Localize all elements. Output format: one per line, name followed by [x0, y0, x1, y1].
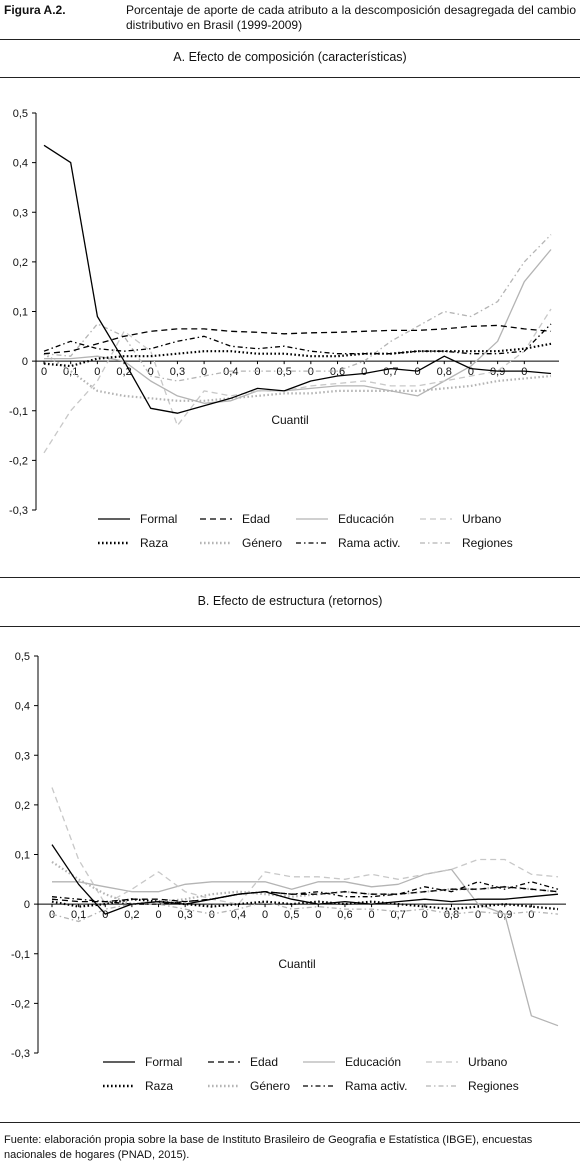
x-tick-label: 0,7	[391, 909, 406, 921]
y-tick-label: -0,3	[9, 505, 28, 517]
series-line-edad	[43, 324, 552, 355]
legend-label: Educación	[345, 1055, 401, 1069]
x-tick-label: 0,8	[444, 909, 459, 921]
series-line-urbano	[43, 308, 552, 454]
y-tick-label: -0,2	[9, 455, 28, 467]
x-tick-label: 0	[201, 366, 207, 378]
x-tick-label: 0	[422, 909, 428, 921]
panel-a-title-rule	[0, 77, 580, 78]
x-tick-label: 0,7	[383, 366, 398, 378]
series-line-educacion	[44, 249, 552, 404]
x-tick-label: 0	[361, 366, 367, 378]
y-tick-label: 0,1	[13, 307, 28, 319]
panel-a-title: A. Efecto de composición (característica…	[173, 50, 407, 64]
x-tick-label: 0	[148, 366, 154, 378]
x-tick-label: 0	[49, 909, 55, 921]
footer-rule	[0, 1122, 580, 1123]
x-tick-label: 0	[102, 909, 108, 921]
x-tick-label: 0,5	[277, 366, 292, 378]
y-tick-label: 0,3	[13, 207, 28, 219]
x-tick-label: 0,2	[116, 366, 131, 378]
series-line-formal	[43, 144, 552, 414]
legend-label: Género	[242, 536, 282, 550]
legend-label: Formal	[140, 512, 177, 526]
series-line-urbano	[51, 787, 559, 905]
legend-label: Urbano	[468, 1055, 508, 1069]
y-tick-label: 0,5	[13, 108, 28, 120]
x-tick-label: 0	[521, 366, 527, 378]
x-tick-label: 0	[475, 909, 481, 921]
legend-label: Raza	[140, 536, 168, 550]
x-tick-label: 0	[155, 909, 161, 921]
x-tick-label: 0	[94, 366, 100, 378]
y-tick-label: -0,3	[11, 1048, 30, 1060]
panel-b-chart: 0,5 0,4 0,3 0,2 0,1 0 -0,1 -0,2 -0,3 0 0,1 0 0,2 0 0,3…	[11, 651, 566, 1093]
legend-label: Regiones	[468, 1079, 519, 1093]
series-line-genero	[43, 352, 552, 402]
y-tick-label: 0,2	[13, 257, 28, 269]
y-tick-label: 0,5	[15, 651, 30, 663]
x-axis-title: Cuantil	[271, 413, 308, 427]
panel-b-title: B. Efecto de estructura (retornos)	[197, 594, 383, 608]
source-note: Fuente: elaboración propia sobre la base…	[4, 1134, 533, 1161]
legend-label: Edad	[250, 1055, 278, 1069]
x-tick-label: 0,8	[437, 366, 452, 378]
legend-label: Educación	[338, 512, 394, 526]
x-tick-label: 0	[528, 909, 534, 921]
x-tick-label: 0,6	[337, 909, 352, 921]
x-tick-label: 0	[415, 366, 421, 378]
x-axis-title: Cuantil	[278, 957, 315, 971]
legend-label: Formal	[145, 1055, 182, 1069]
panel-a-chart: 0,50,40,30,20,10-0,1-0,2-0,30 0,1 0 0,2 0 0,3…	[9, 108, 559, 550]
y-tick-label: 0,4	[13, 158, 28, 170]
legend-label: Raza	[145, 1079, 173, 1093]
panel-b-title-rule	[0, 626, 580, 627]
y-tick-label: 0,2	[15, 800, 30, 812]
y-tick-label: 0	[24, 899, 30, 911]
x-tick-label: 0	[369, 909, 375, 921]
x-tick-label: 0	[41, 366, 47, 378]
y-tick-label: -0,2	[11, 998, 30, 1010]
y-tick-label: 0,3	[15, 750, 30, 762]
y-tick-label: -0,1	[9, 406, 28, 418]
x-tick-label: 0,3	[178, 909, 193, 921]
x-tick-label: 0,1	[71, 909, 86, 921]
series-line-regiones	[43, 234, 552, 382]
series-line-raza	[43, 342, 552, 368]
series-line-rama-activ	[43, 323, 552, 355]
panel-b-top-rule	[0, 577, 580, 578]
x-tick-label: 0,2	[124, 909, 139, 921]
y-tick-label: -0,1	[11, 949, 30, 961]
x-tick-label: 0,4	[223, 366, 238, 378]
series-line-genero	[51, 860, 559, 906]
x-tick-label: 0,9	[490, 366, 505, 378]
series-line-rama-activ	[51, 881, 559, 905]
figure-label: Figura A.2.	[4, 3, 66, 17]
legend-label: Urbano	[462, 512, 502, 526]
y-tick-label: 0,4	[15, 701, 30, 713]
legend-label: Rama activ.	[345, 1079, 407, 1093]
x-tick-label: 0	[468, 366, 474, 378]
y-tick-label: 0	[22, 356, 28, 368]
x-tick-label: 0,4	[231, 909, 246, 921]
x-tick-label: 0	[262, 909, 268, 921]
legend-label: Edad	[242, 512, 270, 526]
figure-title: Porcentaje de aporte de cada atributo a …	[126, 3, 576, 32]
series-line-educacion	[52, 868, 559, 1027]
legend-label: Género	[250, 1079, 290, 1093]
series-line-formal	[51, 844, 559, 915]
legend-label: Rama activ.	[338, 536, 400, 550]
x-tick-label: 0	[254, 366, 260, 378]
y-tick-label: 0,1	[15, 850, 30, 862]
x-tick-label: 0	[308, 366, 314, 378]
x-tick-label: 0	[315, 909, 321, 921]
x-tick-label: 0,3	[170, 366, 185, 378]
panel-a-top-rule	[0, 39, 580, 40]
legend-label: Regiones	[462, 536, 513, 550]
x-tick-label: 0,5	[284, 909, 299, 921]
series-line-raza	[51, 898, 559, 911]
x-tick-label: 0	[209, 909, 215, 921]
